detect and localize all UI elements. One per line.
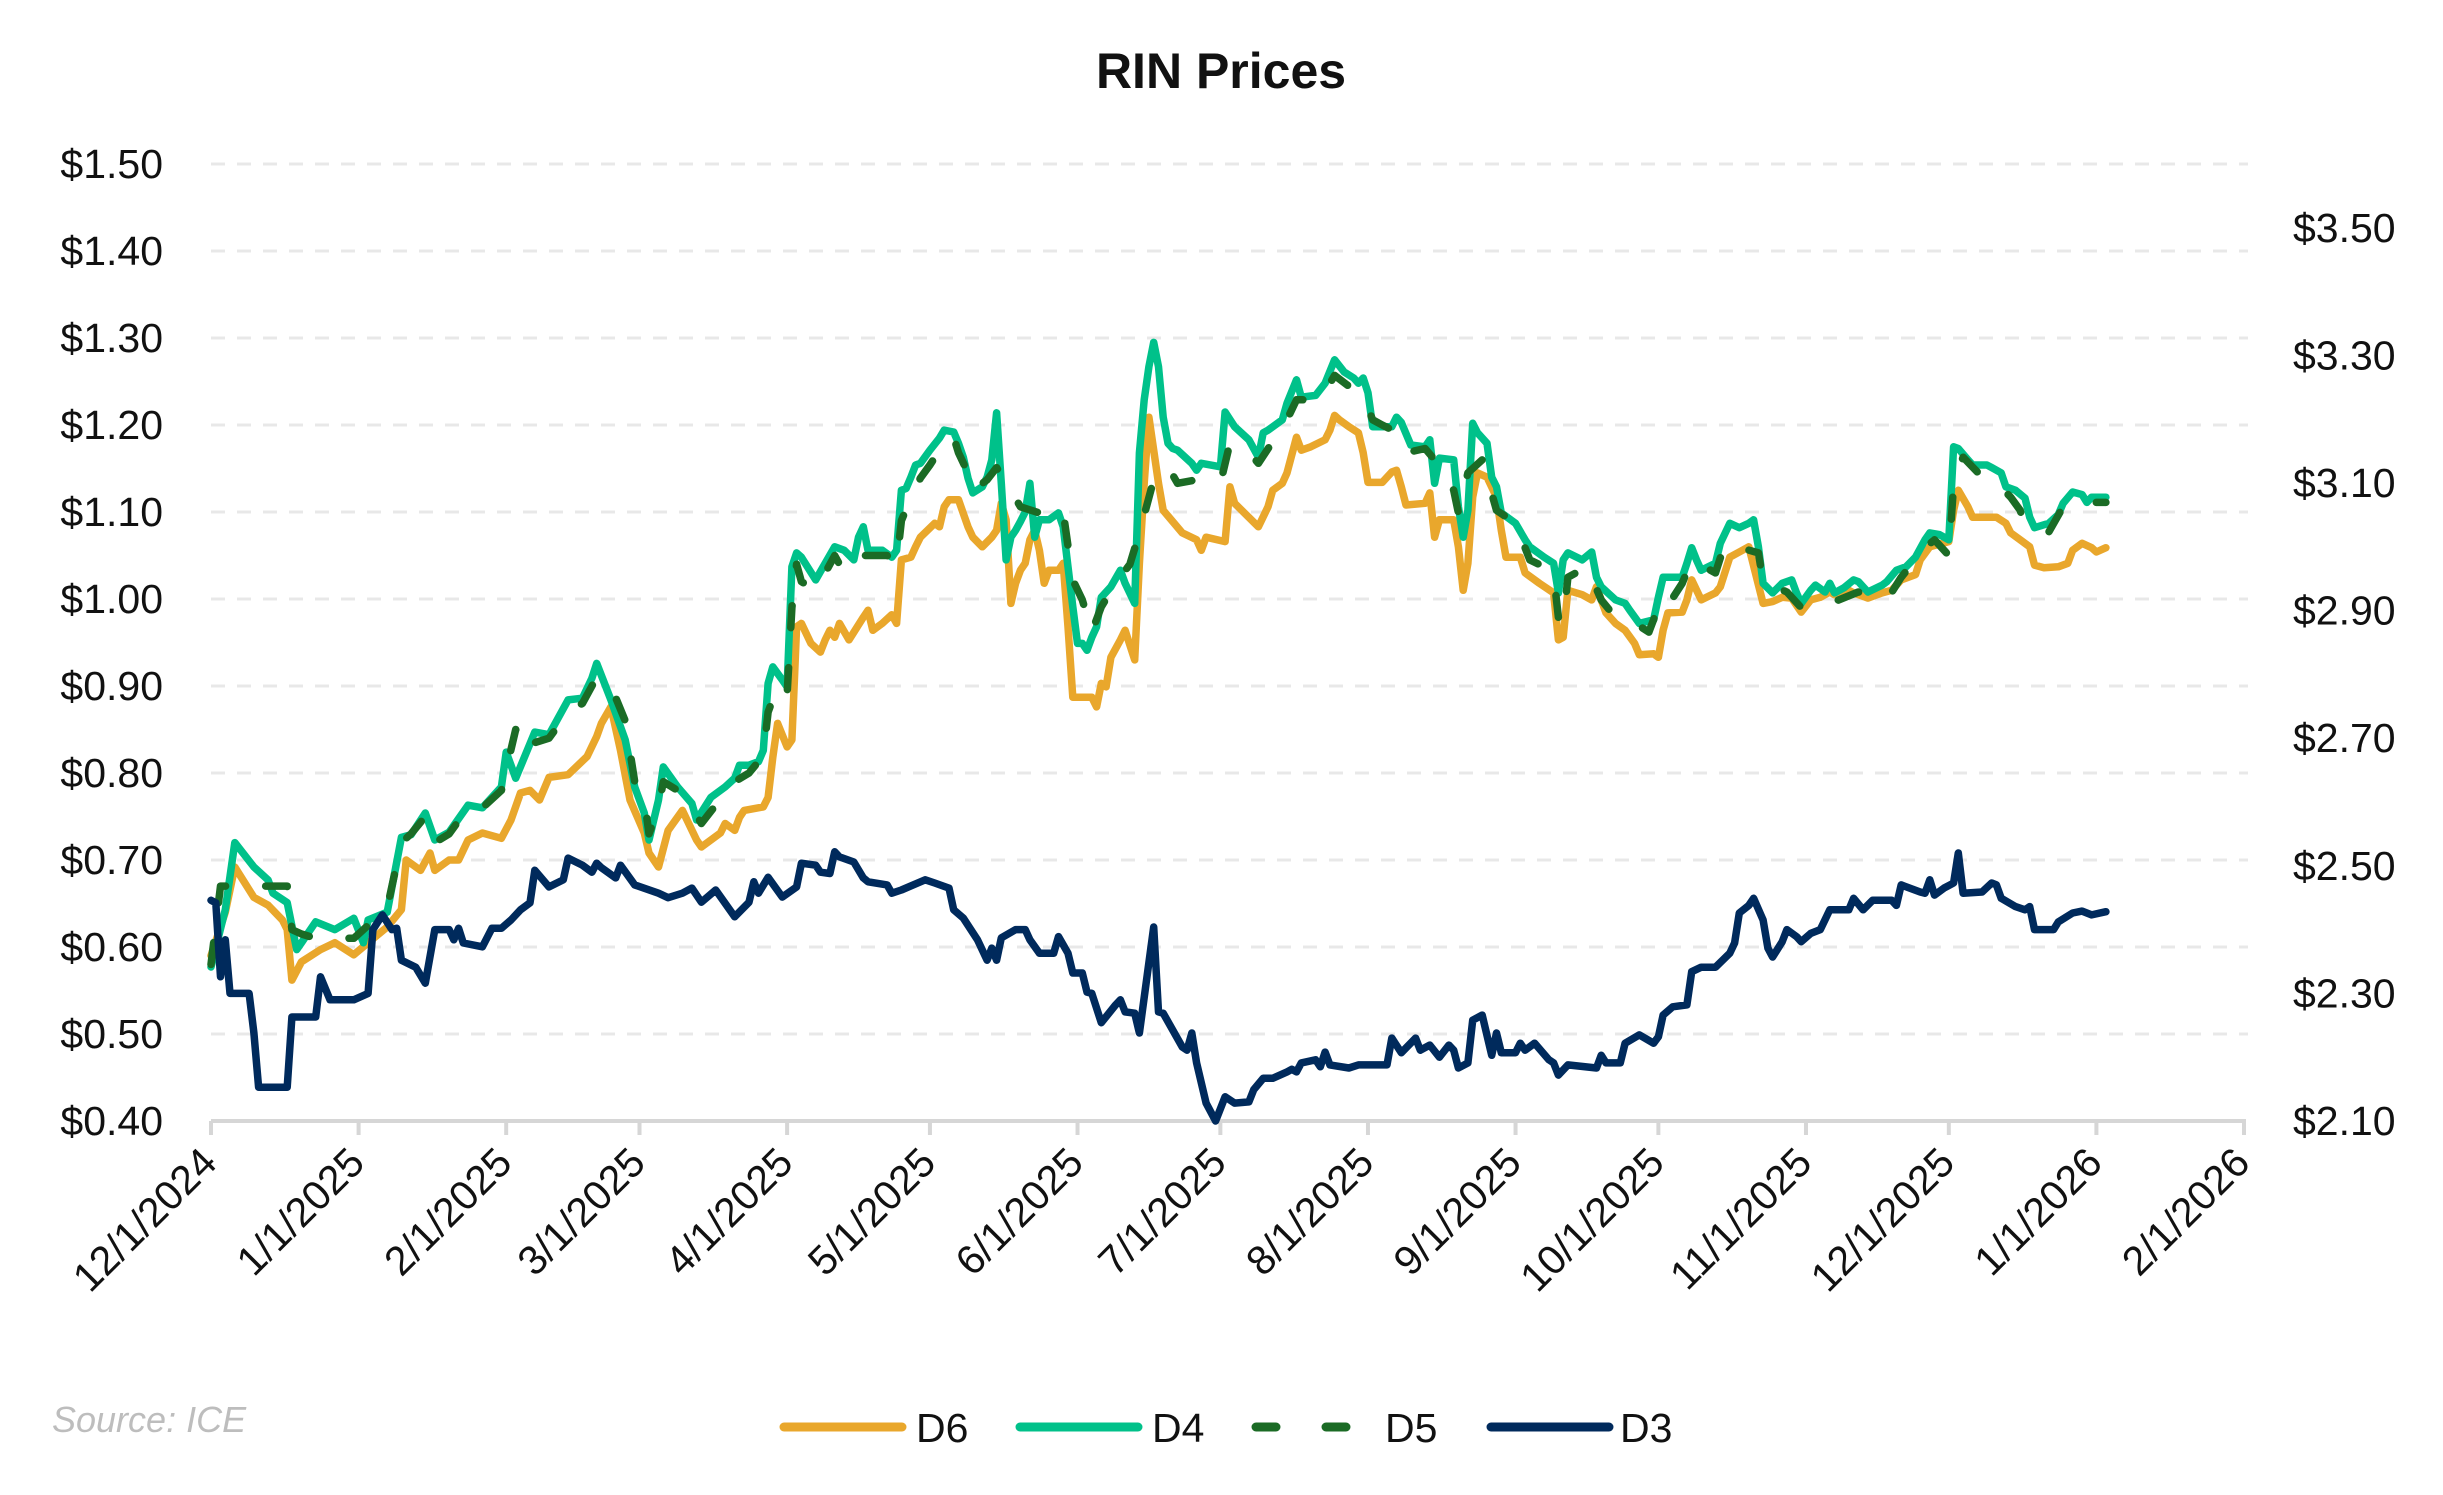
left-y-axis: $0.40 $0.50 $0.60 $0.70 $0.80 $0.90 $1.00 $1.10… [60, 141, 163, 1144]
legend-label-d3: D3 [1620, 1405, 1672, 1451]
source-note: Source: ICE [52, 1399, 247, 1440]
x-tick-label: 1/1/2025 [228, 1139, 373, 1284]
legend: D6 D4 D5 D3 [779, 1405, 1672, 1451]
left-y-tick-label: $1.10 [60, 489, 163, 535]
x-tick-label: 12/1/2025 [1802, 1139, 1964, 1301]
left-y-tick-label: $0.90 [60, 663, 163, 709]
left-y-tick-label: $0.80 [60, 750, 163, 796]
x-tick-label: 5/1/2025 [799, 1139, 944, 1284]
left-y-tick-label: $1.50 [60, 141, 163, 187]
legend-item-d6[interactable]: D6 [779, 1405, 968, 1451]
x-tick-label: 3/1/2025 [508, 1139, 653, 1284]
x-tick-label: 10/1/2025 [1511, 1139, 1673, 1301]
x-tick-label: 9/1/2025 [1385, 1139, 1530, 1284]
left-y-tick-label: $1.40 [60, 228, 163, 274]
right-y-tick-label: $2.10 [2293, 1098, 2396, 1144]
series-line-d3 [207, 848, 2110, 1125]
x-tick-label: 7/1/2025 [1089, 1139, 1234, 1284]
x-tick-label: 6/1/2025 [947, 1139, 1092, 1284]
right-y-tick-label: $2.90 [2293, 588, 2396, 634]
right-y-tick-label: $2.30 [2293, 970, 2396, 1016]
x-tick-label: 2/1/2025 [375, 1139, 520, 1284]
legend-label-d6: D6 [916, 1405, 968, 1451]
legend-label-d4: D4 [1152, 1405, 1204, 1451]
x-tick-label: 1/1/2026 [1965, 1139, 2110, 1284]
left-y-tick-label: $0.60 [60, 924, 163, 970]
legend-item-d4[interactable]: D4 [1015, 1405, 1204, 1451]
x-tick-label: 12/1/2024 [64, 1139, 226, 1301]
chart-title: RIN Prices [1096, 43, 1346, 99]
left-y-tick-label: $1.30 [60, 315, 163, 361]
left-y-tick-label: $1.00 [60, 576, 163, 622]
left-y-tick-label: $0.50 [60, 1011, 163, 1057]
left-y-tick-label: $0.40 [60, 1098, 163, 1144]
series-line-d4 [207, 338, 2110, 971]
right-y-axis: $2.10 $2.30 $2.50 $2.70 $2.90 $3.10 $3.30 $3.50 [2293, 205, 2396, 1144]
series-lines [207, 338, 2110, 1125]
right-y-tick-label: $3.10 [2293, 460, 2396, 506]
legend-label-d5: D5 [1385, 1405, 1437, 1451]
right-y-tick-label: $2.70 [2293, 715, 2396, 761]
x-tick-label: 11/1/2025 [1661, 1139, 1820, 1298]
x-tick-label: 2/1/2026 [2113, 1139, 2258, 1284]
gridlines [211, 162, 2248, 1036]
left-y-tick-label: $0.70 [60, 837, 163, 883]
right-y-tick-label: $3.50 [2293, 205, 2396, 251]
legend-item-d3[interactable]: D3 [1486, 1405, 1672, 1451]
series-line-d5 [207, 371, 2110, 969]
right-y-tick-label: $2.50 [2293, 843, 2396, 889]
series-line-d6 [207, 411, 2110, 984]
x-tick-label: 4/1/2025 [656, 1139, 801, 1284]
right-y-tick-label: $3.30 [2293, 332, 2396, 378]
left-y-tick-label: $1.20 [60, 402, 163, 448]
x-tick-label: 8/1/2025 [1237, 1139, 1382, 1284]
legend-item-d5[interactable]: D5 [1251, 1405, 1437, 1451]
